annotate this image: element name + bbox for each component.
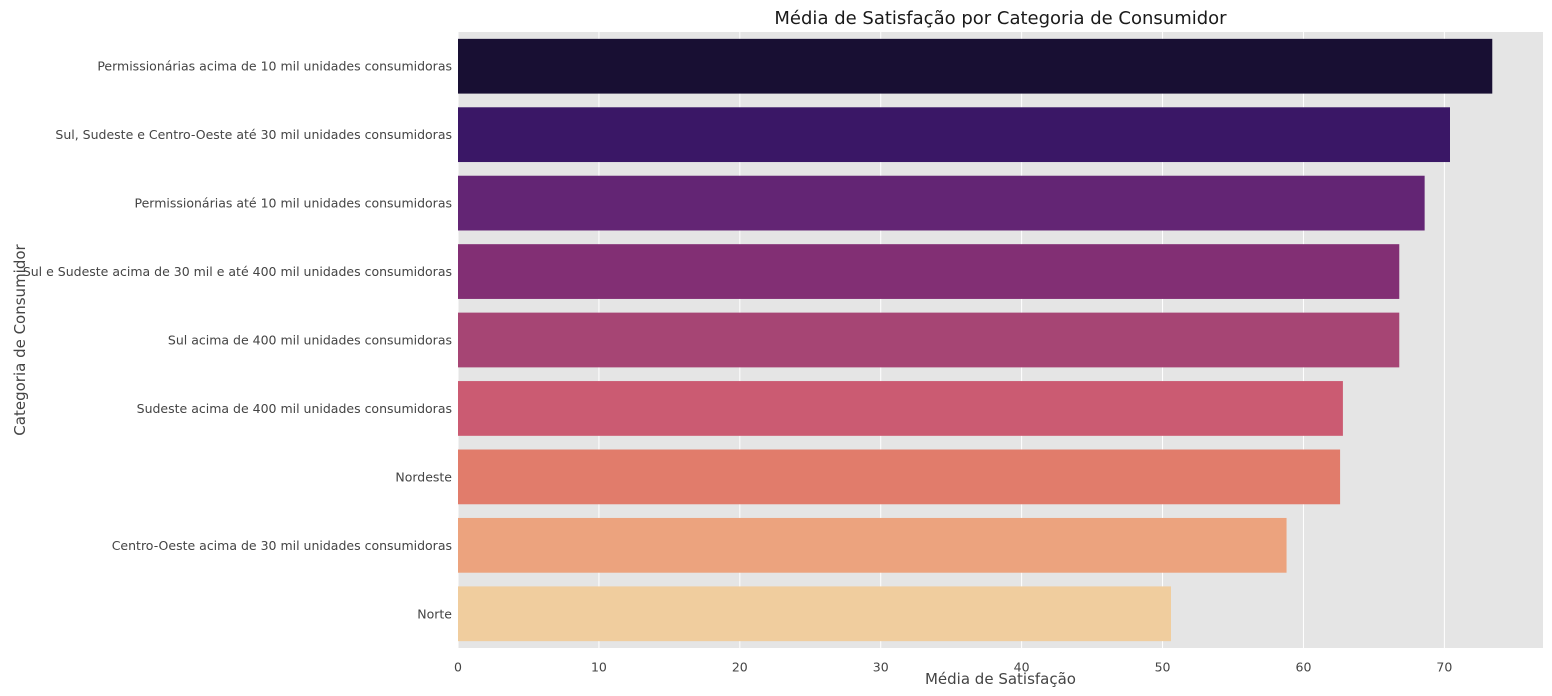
bar (458, 449, 1341, 505)
bar (458, 244, 1400, 299)
x-tick-label: 10 (591, 660, 607, 675)
y-tick-label: Permissionárias acima de 10 mil unidades… (97, 59, 452, 74)
bar (458, 586, 1171, 642)
y-tick-label: Sul e Sudeste acima de 30 mil e até 400 … (23, 264, 452, 279)
x-tick-label: 60 (1296, 660, 1312, 675)
x-tick-labels: 0 10 20 30 40 50 60 70 (454, 660, 1452, 675)
y-axis-label: Categoria de Consumidor (11, 243, 29, 435)
bar (458, 312, 1400, 368)
bars (458, 38, 1493, 642)
x-tick-label: 40 (1014, 660, 1030, 675)
bar (458, 107, 1450, 163)
bar (458, 517, 1287, 573)
y-tick-label: Permissionárias até 10 mil unidades cons… (135, 196, 452, 211)
x-axis-label: Média de Satisfação (925, 670, 1076, 688)
bar (458, 175, 1425, 231)
x-tick-label: 50 (1155, 660, 1171, 675)
chart-title: Média de Satisfação por Categoria de Con… (774, 8, 1227, 29)
x-tick-label: 70 (1436, 660, 1452, 675)
x-tick-label: 0 (454, 660, 462, 675)
y-tick-label: Sul, Sudeste e Centro-Oeste até 30 mil u… (55, 127, 452, 142)
bar (458, 381, 1343, 436)
y-tick-labels: Permissionárias acima de 10 mil unidades… (23, 59, 452, 622)
y-tick-label: Centro-Oeste acima de 30 mil unidades co… (112, 538, 452, 553)
y-tick-label: Norte (417, 606, 452, 621)
y-tick-label: Sudeste acima de 400 mil unidades consum… (137, 401, 452, 416)
bar (458, 38, 1493, 94)
y-tick-label: Nordeste (395, 469, 452, 484)
x-tick-label: 20 (732, 660, 748, 675)
x-tick-label: 30 (873, 660, 889, 675)
y-tick-label: Sul acima de 400 mil unidades consumidor… (168, 333, 452, 348)
